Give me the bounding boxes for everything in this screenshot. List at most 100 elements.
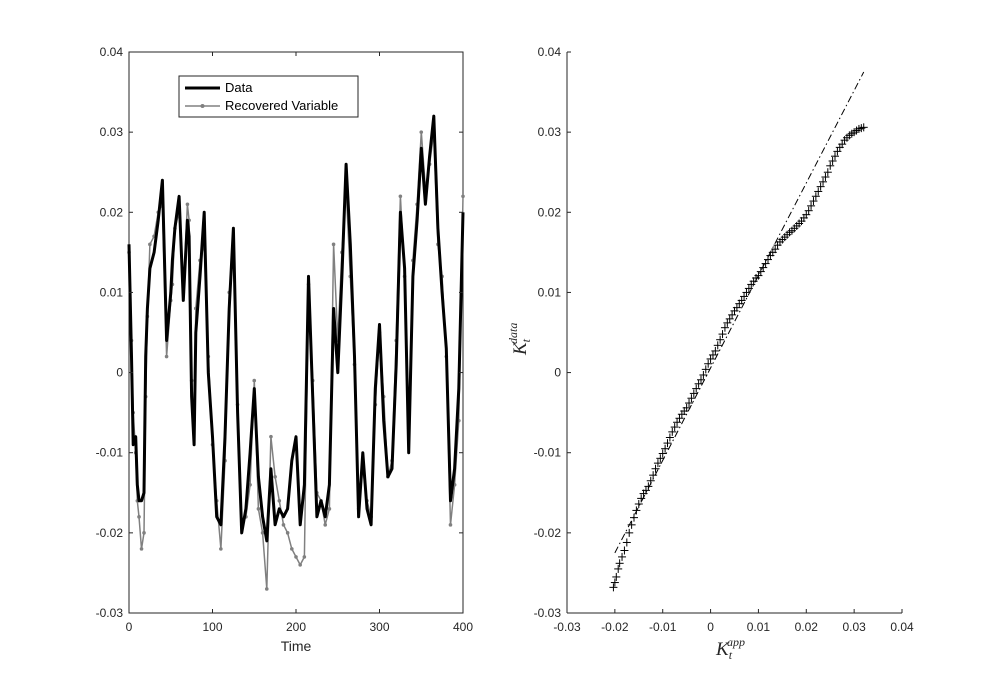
scatter-point	[632, 506, 641, 515]
scatter-point	[658, 449, 667, 458]
scatter-point	[720, 323, 729, 332]
legend-box	[178, 75, 359, 118]
recovered-point	[260, 531, 265, 535]
scatter-point	[718, 330, 727, 339]
left-x-tick-label: 0	[126, 620, 133, 634]
scatter-point	[675, 414, 684, 423]
recovered-point	[264, 587, 269, 591]
scatter-point	[740, 292, 749, 301]
recovered-point	[148, 242, 152, 247]
recovered-point	[185, 202, 190, 207]
right-x-axis-label: Ktapp	[715, 635, 745, 662]
right-y-axis-label: Ktdata	[506, 323, 533, 356]
scatter-point	[630, 513, 638, 522]
right-x-tick-label: 0.02	[795, 620, 819, 634]
recovered-point	[327, 507, 332, 511]
scatter-point	[609, 583, 618, 592]
recovered-point	[290, 547, 294, 551]
scatter-point	[744, 284, 753, 293]
scatter-point	[615, 559, 624, 568]
scatter-point	[742, 288, 751, 297]
reference-dash-dot-line	[614, 71, 865, 554]
recovered-point	[302, 555, 307, 559]
time-series-panel: 0 100 200 300 400 -0.03 -0.02 -0.01 0 0.01 0.02 0.0…	[96, 45, 474, 654]
recovered-point	[252, 378, 257, 383]
left-x-tick-label: 200	[286, 620, 306, 634]
recovered-point	[219, 547, 223, 551]
scatter-point	[838, 140, 847, 149]
right-x-tick-label: 0.03	[842, 620, 866, 634]
left-y-tick-label: 0.02	[100, 205, 124, 219]
scatter-point	[610, 578, 619, 587]
scatter-point	[802, 210, 811, 219]
left-series-lines	[127, 114, 465, 591]
left-y-tick-label: 0.01	[100, 285, 124, 299]
scatter-point	[725, 314, 734, 323]
scatter-point	[687, 394, 696, 403]
scatter-point	[620, 546, 629, 555]
left-x-tick-label: 300	[369, 620, 389, 634]
recovered-point	[277, 499, 282, 503]
scatter-point	[706, 354, 715, 363]
scatter-point	[682, 403, 691, 412]
scatter-point	[761, 259, 770, 268]
legend: Data Recovered Variable	[178, 75, 359, 118]
recovered-point	[269, 434, 273, 439]
right-x-tick-label: 0	[707, 620, 714, 634]
y-label-base: K	[510, 341, 531, 356]
scatter-point	[663, 439, 672, 448]
right-y-tick-label: 0	[554, 366, 561, 380]
right-x-tick-label: -0.03	[553, 620, 581, 634]
scatter-point	[764, 255, 772, 264]
scatter-point	[627, 520, 636, 529]
scatter-point	[732, 303, 741, 312]
scatter-point	[807, 201, 816, 210]
scatter-point	[618, 552, 627, 561]
scatter-point	[826, 161, 835, 170]
right-y-tick-label: 0.03	[538, 125, 562, 139]
right-y-tick-label: 0.04	[538, 45, 562, 59]
scatter-point	[614, 564, 623, 573]
recovered-point	[142, 531, 146, 535]
scatter-point	[823, 168, 832, 177]
scatter-point	[711, 346, 720, 355]
right-y-tick-label: -0.02	[534, 526, 562, 540]
scatter-point	[641, 486, 650, 495]
recovered-point	[398, 194, 403, 199]
scatter-point	[811, 192, 820, 201]
scatter-point	[656, 454, 665, 463]
scatter-point	[634, 500, 643, 509]
scatter-point	[646, 476, 655, 485]
scatter-point	[704, 359, 713, 368]
scatter-points	[609, 123, 868, 592]
legend-label-recovered: Recovered Variable	[225, 98, 338, 113]
scatter-point	[716, 335, 725, 344]
recovered-point	[139, 547, 144, 551]
scatter-point	[612, 572, 621, 581]
right-y-tick-label: 0.02	[538, 205, 562, 219]
legend-label-data: Data	[225, 80, 253, 95]
left-y-tick-label: -0.03	[96, 606, 124, 620]
scatter-point	[689, 389, 698, 398]
recovered-point	[298, 563, 302, 567]
recovered-point	[256, 507, 261, 511]
right-y-tick-label: -0.01	[534, 446, 562, 460]
scatter-point	[668, 427, 677, 436]
scatter-point	[670, 423, 679, 432]
scatter-point	[737, 296, 746, 305]
legend-marker-recovered	[200, 104, 205, 108]
scatter-point	[754, 271, 763, 280]
recovered-point	[448, 523, 453, 527]
scatter-point	[828, 156, 837, 165]
left-y-tick-label: 0.03	[100, 125, 124, 139]
scatter-point	[692, 384, 701, 393]
x-label-base: K	[715, 639, 730, 660]
series-line-data	[127, 114, 465, 543]
left-x-tick-label: 100	[202, 620, 222, 634]
reference-line	[614, 71, 865, 554]
scatter-point	[713, 341, 722, 350]
right-y-tick-label: 0.01	[538, 285, 562, 299]
scatter-point	[694, 379, 703, 388]
scatter-point	[665, 433, 674, 442]
scatter-point	[673, 418, 682, 427]
